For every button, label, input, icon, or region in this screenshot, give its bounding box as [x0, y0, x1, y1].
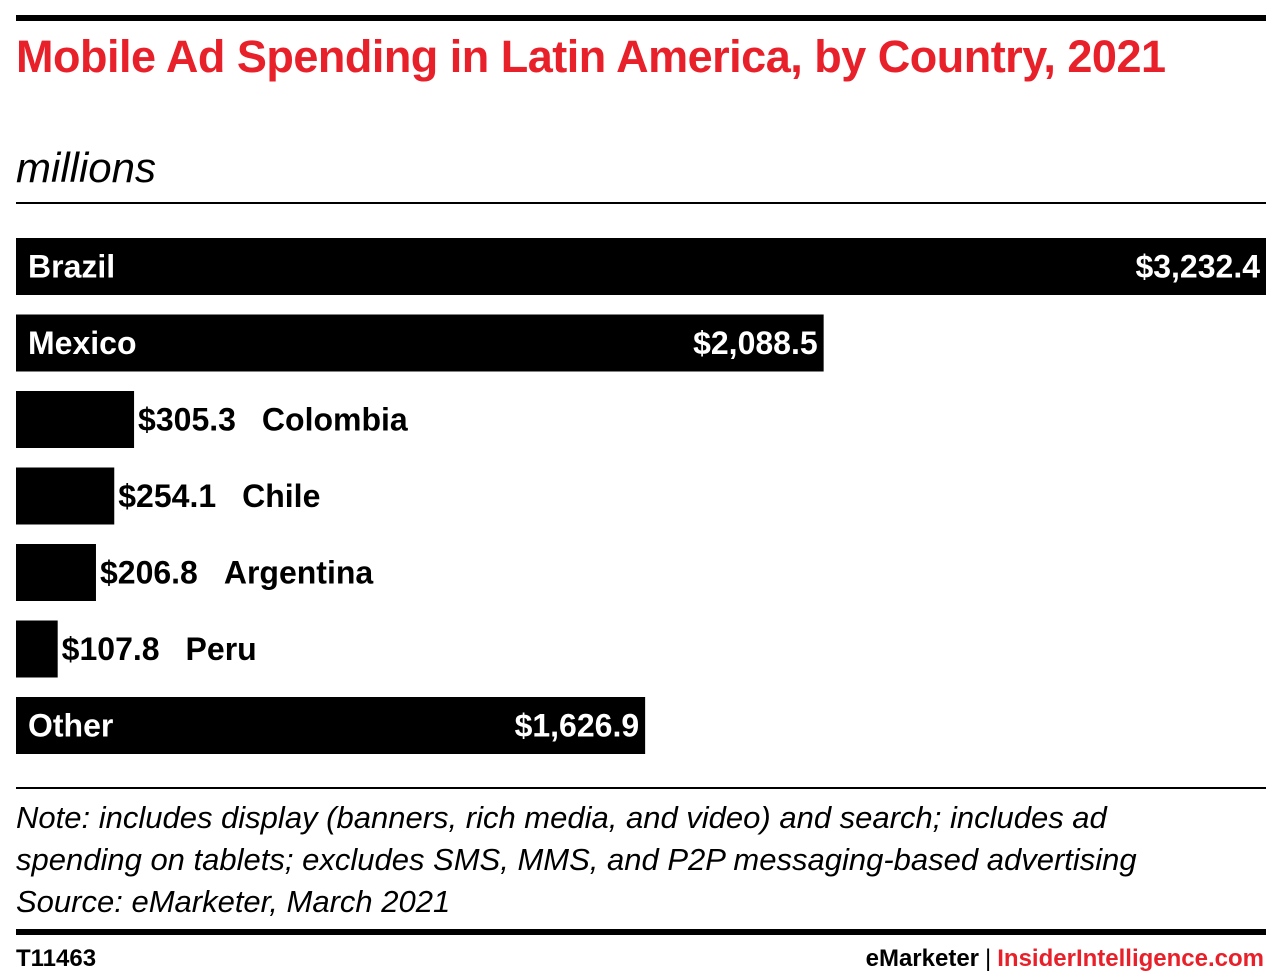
brand-separator: |: [985, 945, 992, 972]
value-label: $206.8: [100, 555, 198, 591]
category-label: Other: [28, 708, 113, 744]
chart-subtitle: millions: [16, 144, 157, 191]
category-label: Brazil: [28, 249, 115, 285]
bar-colombia: [16, 391, 135, 448]
footer-rule: [16, 787, 1266, 789]
category-label: Chile: [242, 478, 320, 514]
note-line: Note: includes display (banners, rich me…: [16, 800, 1107, 835]
brand-emarketer: eMarketer: [865, 945, 980, 972]
chart-notes: Note: includes display (banners, rich me…: [16, 797, 1276, 923]
bar-argentina: [16, 544, 96, 601]
value-label: $305.3: [138, 402, 236, 438]
category-label: Argentina: [224, 555, 374, 591]
category-label: Colombia: [262, 402, 408, 438]
chart-id: T11463: [16, 945, 97, 972]
bar-chile: [16, 467, 115, 525]
bottom-rule: [16, 929, 1266, 935]
value-label: $254.1: [118, 478, 216, 514]
category-label: Mexico: [28, 325, 136, 361]
bar-mexico: [16, 314, 824, 372]
source-line: Source: eMarketer, March 2021: [16, 884, 451, 919]
value-label: $107.8: [62, 631, 160, 667]
bar-other: [16, 697, 646, 754]
value-label: $3,232.4: [1135, 249, 1260, 285]
brand-footer: eMarketer | InsiderIntelligence.com: [866, 944, 1264, 974]
top-rule: [16, 15, 1266, 21]
value-label: $2,088.5: [693, 325, 818, 361]
bar-peru: [16, 620, 58, 678]
note-line: spending on tablets; excludes SMS, MMS, …: [16, 842, 1137, 877]
bar-brazil: [16, 238, 1266, 295]
header-rule: [16, 202, 1266, 204]
chart-title: Mobile Ad Spending in Latin America, by …: [16, 31, 1166, 82]
category-label: Peru: [186, 631, 257, 667]
brand-insider-intelligence: InsiderIntelligence.com: [997, 945, 1264, 972]
value-label: $1,626.9: [515, 708, 640, 744]
